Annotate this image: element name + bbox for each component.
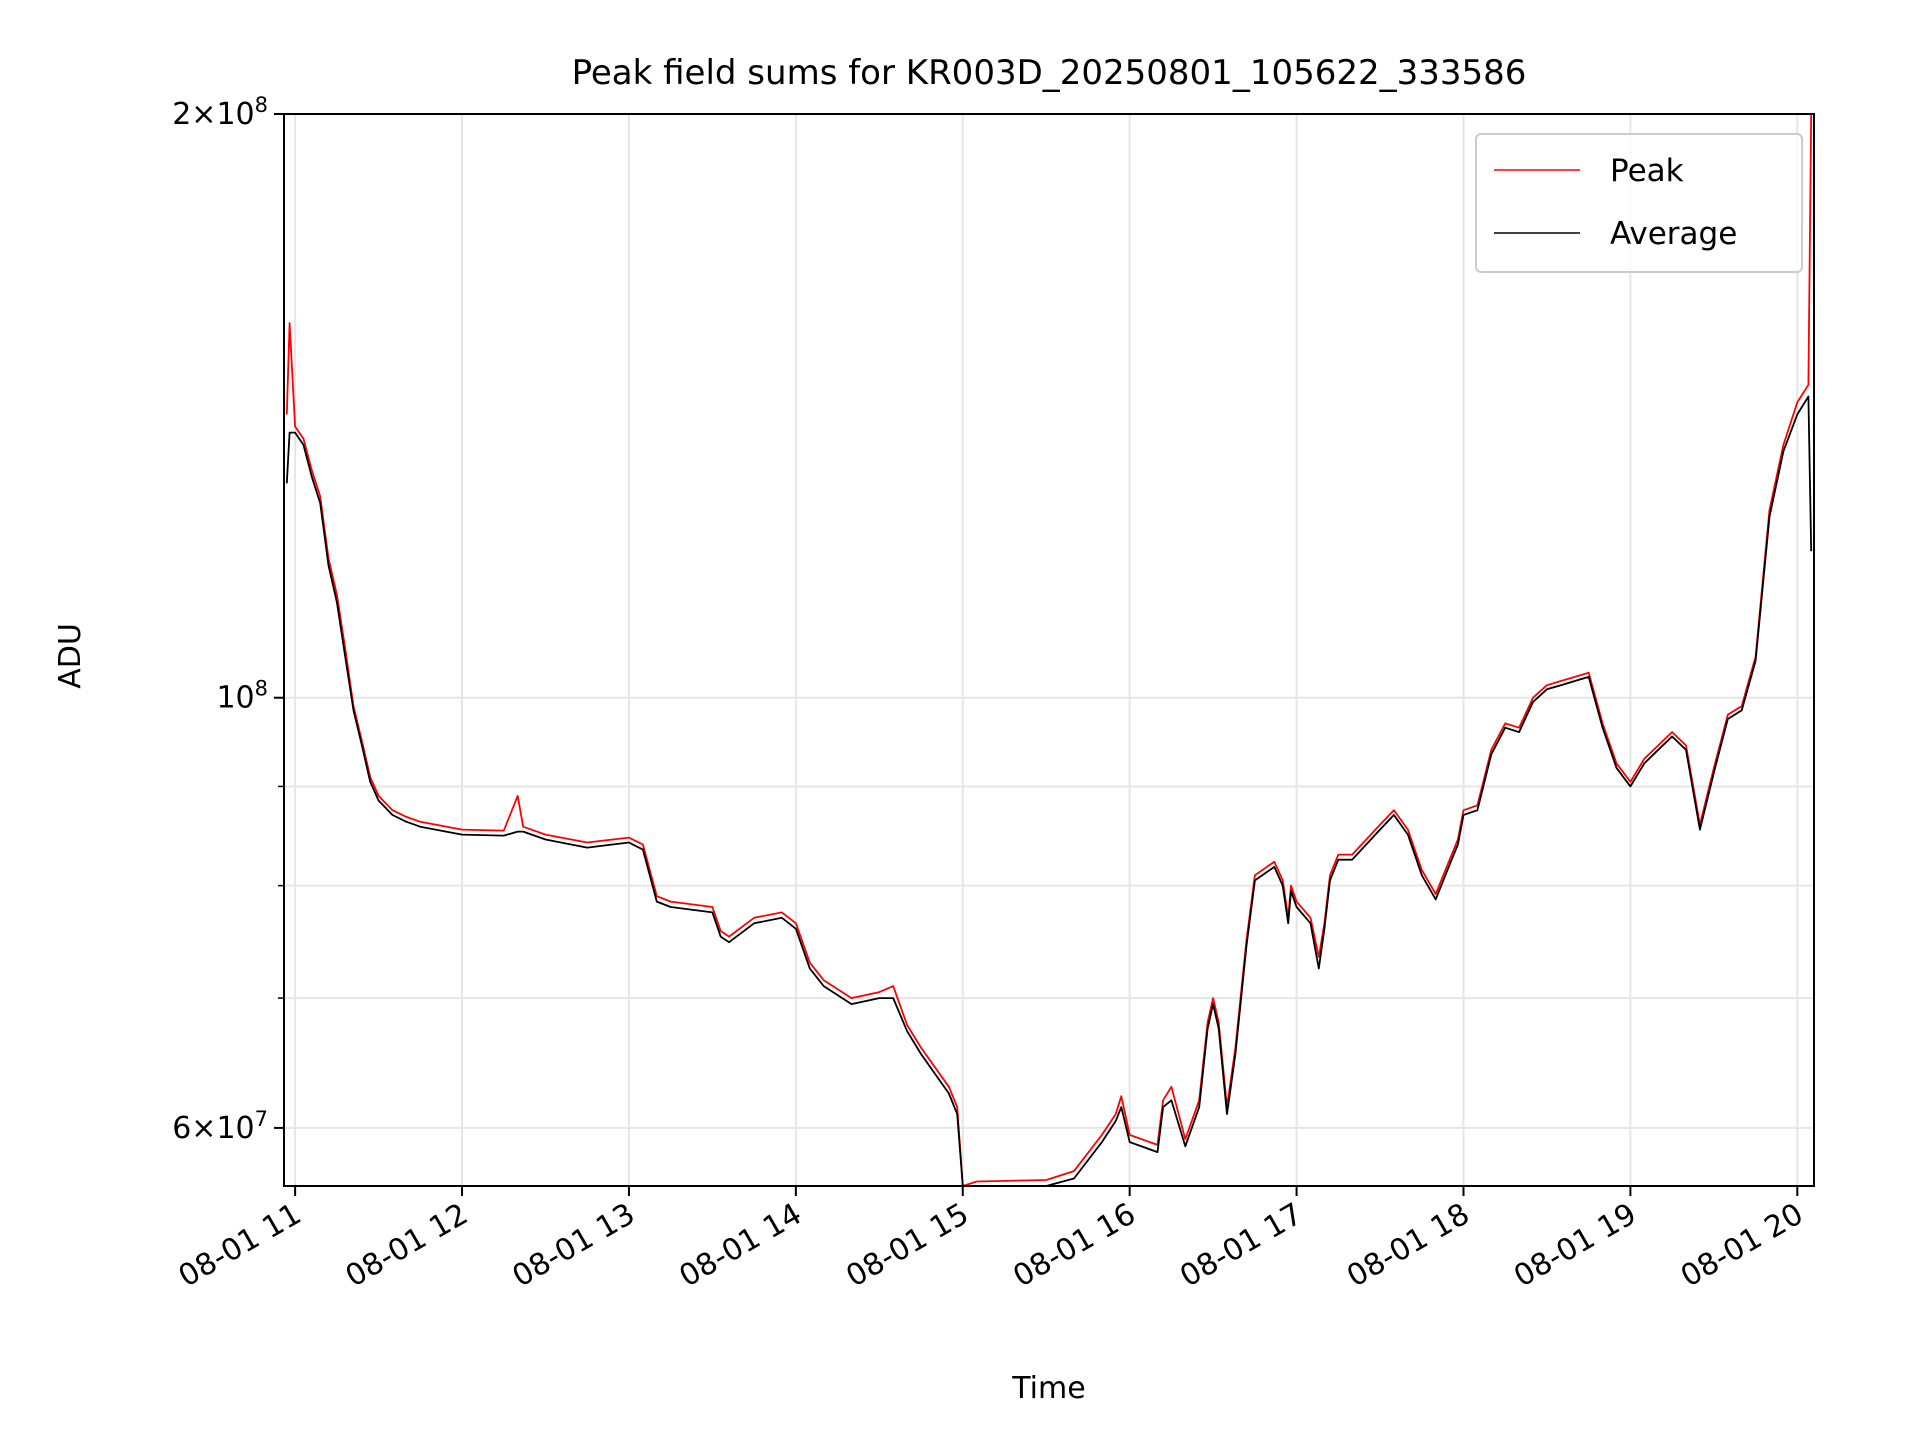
y-tick-label: 6×107 <box>172 1107 268 1146</box>
series-layer <box>285 113 1813 1187</box>
y-axis-label: ADU <box>53 623 88 689</box>
y-tick-label: 2×108 <box>172 93 268 132</box>
legend-box <box>1475 133 1803 273</box>
legend-average-label: Average <box>1610 216 1737 252</box>
chart-title: Peak field sums for KR003D_20250801_1056… <box>572 53 1527 93</box>
plot-frame <box>283 113 1815 1187</box>
average-series-line <box>285 395 1813 1187</box>
legend: Peak Average <box>1475 133 1803 273</box>
peak-series-line <box>285 113 1813 1187</box>
y-tick-label: 108 <box>216 677 268 716</box>
legend-peak-label: Peak <box>1610 153 1684 189</box>
y-axis: 6×107 108 2×108 <box>172 93 284 1146</box>
x-axis-label: Time <box>1011 1371 1085 1406</box>
